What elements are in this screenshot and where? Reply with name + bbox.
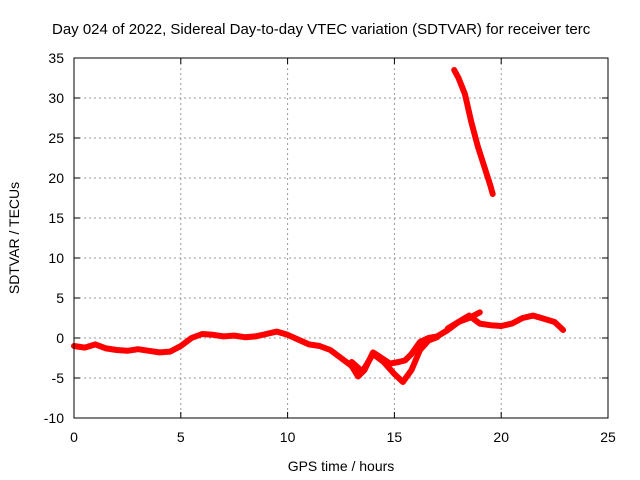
x-tick-label: 15 — [387, 429, 403, 445]
y-tick-label: 25 — [48, 130, 64, 146]
series-line-3 — [451, 67, 496, 197]
grid — [74, 58, 608, 418]
x-tick-label: 20 — [493, 429, 509, 445]
series-group — [71, 67, 567, 385]
series-line-1 — [348, 334, 441, 385]
y-tick-label: 10 — [48, 250, 64, 266]
y-axis-label: SDTVAR / TECUs — [6, 182, 22, 294]
x-tick-label: 25 — [600, 429, 616, 445]
chart-title: Day 024 of 2022, Sidereal Day-to-day VTE… — [52, 21, 591, 38]
y-tick-label: 20 — [48, 170, 64, 186]
x-tick-label: 5 — [177, 429, 185, 445]
y-tick-label: 30 — [48, 90, 64, 106]
x-tick-label: 0 — [70, 429, 78, 445]
y-tick-label: -5 — [52, 370, 65, 386]
x-axis-label: GPS time / hours — [288, 458, 395, 474]
y-tick-label: -10 — [44, 410, 64, 426]
y-tick-label: 0 — [56, 330, 64, 346]
series-line-2 — [444, 309, 483, 332]
ticks: 0 5 10 15 20 25 -10 -5 0 5 10 15 20 25 30 35 — [44, 50, 616, 445]
x-tick-label: 10 — [280, 429, 296, 445]
series-line-0 — [71, 312, 567, 380]
y-tick-label: 15 — [48, 210, 64, 226]
y-tick-label: 5 — [56, 290, 64, 306]
y-tick-label: 35 — [48, 50, 64, 66]
plot-frame — [73, 57, 609, 419]
